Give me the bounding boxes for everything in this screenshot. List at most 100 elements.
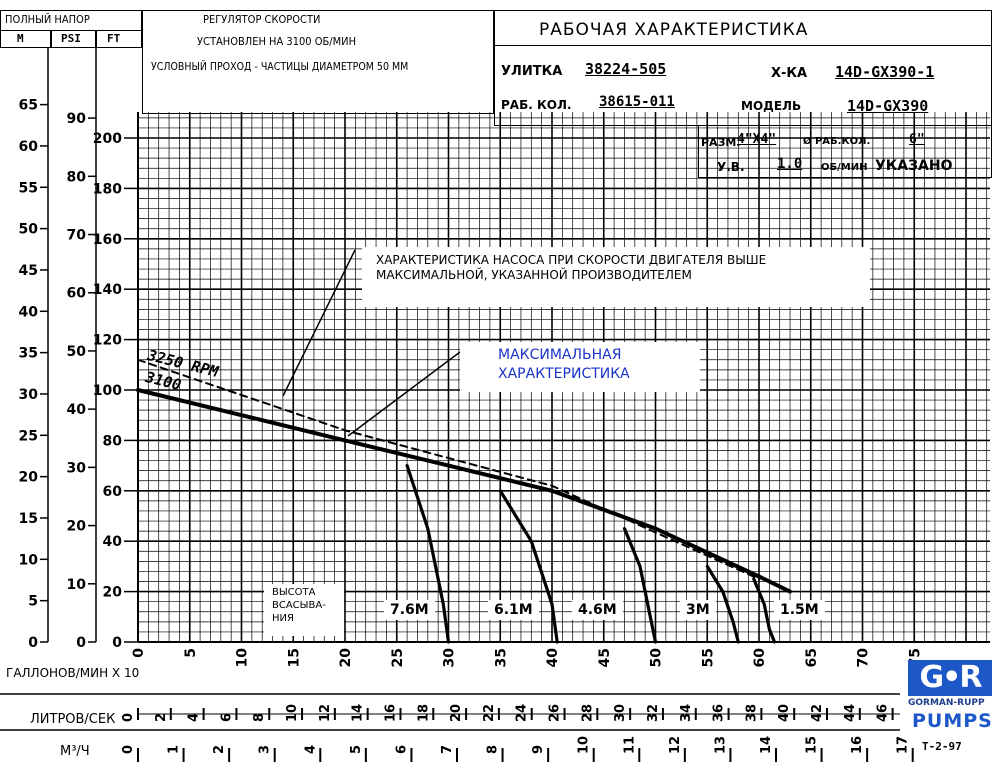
- unit-row: M PSI FT: [0, 30, 142, 48]
- ft-tick-label: 160: [93, 232, 122, 248]
- m-tick-label: 55: [19, 180, 38, 196]
- m3h-tick-label: 9: [531, 745, 546, 754]
- lps-tick-label: 8: [252, 713, 267, 722]
- m-tick-label: 0: [28, 635, 38, 651]
- suction-lift-curve-1: [498, 489, 559, 644]
- m-tick-label: 15: [19, 511, 38, 527]
- m3h-tick-label: 14: [759, 736, 774, 754]
- gpm-tick-label: 50: [649, 648, 665, 668]
- impeller-diameter-label: Ø РАБ.КОЛ.: [803, 136, 871, 147]
- lps-tick-label: 2: [154, 713, 169, 722]
- lps-tick-label: 6: [219, 713, 234, 722]
- axes: 0204060801001201401601802000510152025303…: [0, 48, 990, 762]
- gpm-tick-label: 25: [390, 648, 406, 667]
- speed-regulator-text: РЕГУЛЯТОР СКОРОСТИ: [203, 13, 321, 26]
- series-curve-1: [136, 388, 792, 594]
- unit-m: M: [17, 32, 24, 45]
- axis-header-panel: ПОЛНЫЙ НАПОР: [0, 10, 142, 32]
- suction-lift-curve-0: [405, 464, 451, 644]
- m3h-tick-label: 10: [577, 736, 592, 754]
- m3h-tick-label: 1: [167, 745, 182, 754]
- lps-tick-label: 32: [646, 704, 661, 722]
- size-value: 4"X4": [737, 132, 777, 147]
- m3h-tick-label: 3: [258, 745, 273, 754]
- m3h-tick-label: 17: [896, 736, 911, 754]
- m3h-axis-label: M³/Ч: [60, 744, 90, 759]
- max-curve-note: МАКСИМАЛЬНАЯ ХАРАКТЕРИСТИКА: [498, 347, 630, 382]
- gpm-tick-label: 65: [804, 648, 820, 667]
- gpm-tick-label: 0: [131, 648, 147, 658]
- m-tick-label: 40: [19, 304, 39, 320]
- suction-lift-curve-4: [752, 577, 777, 644]
- chart-title: РАБОЧАЯ ХАРАКТЕРИСТИКА: [539, 20, 809, 40]
- m-tick-label: 20: [19, 470, 39, 486]
- overspeed-leader: [282, 249, 356, 397]
- logo-brand: GORMAN-RUPP: [908, 698, 985, 708]
- curve-label: Х-КА: [771, 66, 808, 81]
- unit-psi: PSI: [61, 32, 81, 45]
- m-tick-label: 10: [19, 552, 39, 568]
- lps-tick-label: 20: [449, 704, 464, 722]
- overspeed-note: ХАРАКТЕРИСТИКА НАСОСА ПРИ СКОРОСТИ ДВИГА…: [376, 253, 767, 282]
- overspeed-note-box: ХАРАКТЕРИСТИКА НАСОСА ПРИ СКОРОСТИ ДВИГА…: [362, 247, 870, 307]
- suction-lift-curve-3: [705, 564, 740, 644]
- series-layer: [136, 249, 792, 644]
- m-tick-label: 65: [19, 98, 38, 114]
- m3h-tick-label: 8: [486, 745, 501, 754]
- suction-lift-note: ВЫСОТА ВСАСЫВА-НИЯ: [272, 587, 326, 624]
- suction-lift-box: ВЫСОТА ВСАСЫВА-НИЯ: [264, 584, 344, 636]
- lps-tick-label: 10: [285, 704, 300, 722]
- ft-tick-label: 80: [103, 433, 123, 449]
- lps-tick-label: 0: [121, 713, 136, 722]
- gpm-tick-label: 5: [183, 648, 199, 658]
- psi-tick-label: 30: [67, 460, 87, 476]
- gpm-tick-label: 20: [338, 648, 354, 668]
- gpm-tick-label: 30: [442, 648, 458, 668]
- lps-tick-label: 16: [383, 704, 398, 722]
- ft-tick-label: 180: [93, 181, 122, 197]
- grid-minor: [138, 112, 990, 642]
- speed-set-text: УСТАНОВЛЕН НА 3100 ОБ/МИН: [197, 35, 357, 48]
- gpm-tick-label: 45: [597, 648, 613, 667]
- lift-label-4-6m: 4.6M: [572, 600, 623, 620]
- lps-tick-label: 44: [843, 704, 858, 722]
- lps-tick-label: 38: [744, 704, 759, 722]
- lps-tick-label: 18: [416, 704, 431, 722]
- psi-tick-label: 20: [67, 519, 87, 535]
- unit-ft: FT: [107, 32, 121, 45]
- m3h-tick-label: 6: [394, 745, 409, 754]
- m-tick-label: 30: [19, 387, 39, 403]
- fields-box: УЛИТКА 38224-505 Х-КА 14D-GX390-1 РАБ. К…: [494, 46, 992, 126]
- m3h-tick-label: 11: [622, 736, 637, 754]
- gpm-tick-label: 35: [493, 648, 509, 667]
- gorman-rupp-logo: G•R GORMAN-RUPP PUMPS T-2-97: [904, 660, 992, 770]
- impeller-value: 38615-011: [599, 94, 675, 110]
- m-tick-label: 45: [19, 263, 38, 279]
- lift-label-7-6m: 7.6M: [384, 600, 435, 620]
- ft-tick-label: 200: [93, 131, 122, 147]
- psi-tick-label: 40: [67, 402, 87, 418]
- ft-tick-label: 100: [93, 383, 122, 399]
- max-curve-note-box: МАКСИМАЛЬНАЯ ХАРАКТЕРИСТИКА: [460, 342, 700, 392]
- lps-tick-label: 12: [318, 704, 333, 722]
- gpm-tick-label: 55: [700, 648, 716, 667]
- logo-code: T-2-97: [922, 740, 962, 753]
- m-tick-label: 50: [19, 222, 39, 238]
- m3h-tick-label: 2: [212, 745, 227, 754]
- lps-axis-label: ЛИТРОВ/СЕК: [30, 712, 116, 727]
- size-box: РАЗМ. 4"X4" Ø РАБ.КОЛ. 6" У.В. 1.0 ОБ/МИ…: [698, 126, 992, 178]
- lift-label-1-5m: 1.5M: [774, 600, 825, 620]
- psi-tick-label: 0: [76, 635, 86, 651]
- max-curve-leader: [347, 351, 461, 437]
- unit-col-divider-2: [95, 30, 97, 48]
- psi-tick-label: 50: [67, 344, 87, 360]
- ft-tick-label: 0: [112, 635, 122, 651]
- total-head-label: ПОЛНЫЙ НАПОР: [5, 13, 90, 26]
- volute-label: УЛИТКА: [501, 64, 563, 79]
- psi-tick-label: 80: [67, 169, 87, 185]
- psi-tick-label: 90: [67, 111, 87, 127]
- model-label: МОДЕЛЬ: [741, 99, 802, 113]
- impeller-diameter-value: 6": [909, 132, 925, 147]
- lps-tick-label: 30: [613, 704, 628, 722]
- model-value: 14D-GX390: [847, 97, 929, 115]
